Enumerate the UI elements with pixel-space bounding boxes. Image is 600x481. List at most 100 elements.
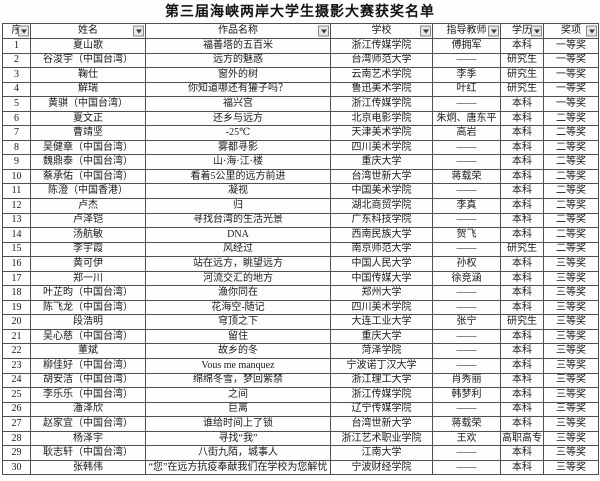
table-row: 24 胡安洁（中国台湾） 绵绵冬雪，梦回紫禁 浙江理工大学 肖秀丽 本科 三等奖 — [2, 372, 599, 389]
page-title: 第三届海峡两岸大学生摄影大赛获奖名单 — [165, 5, 435, 20]
table-header: 序 姓名 作品名称 学校 指导教师 学历 奖项 — [2, 23, 599, 39]
table-cell-seq: 12 — [2, 198, 31, 214]
table-cell-work: 巨离 — [145, 401, 331, 418]
table-cell-work: 山·海·江·楼 — [145, 154, 331, 170]
table-cell-award: 二等奖 — [543, 198, 599, 214]
filter-dropdown-arrow-icon[interactable] — [488, 25, 499, 37]
column-header-label: 学校 — [371, 25, 392, 36]
table-cell-degree: 本科 — [500, 416, 544, 432]
table-cell-award: 一等奖 — [543, 67, 599, 83]
table-cell-name: 卢杰 — [30, 198, 146, 214]
table-cell-school: 北京电影学院 — [330, 110, 433, 127]
table-cell-name: 杨泽宇 — [30, 430, 146, 447]
table-cell-work: -25℃ — [145, 125, 331, 141]
column-header-label: 奖项 — [561, 25, 581, 36]
table-cell-work: 凝视 — [145, 183, 331, 200]
table-cell-degree: 本科 — [500, 227, 544, 243]
table-cell-school: 台湾师范大学 — [330, 52, 433, 69]
table-cell-work: 风经过 — [145, 241, 331, 258]
table-cell-award: 一等奖 — [543, 81, 599, 98]
table-cell-name: 柳佳好（中国台湾） — [30, 358, 146, 374]
table-cell-name: 李宇霞 — [30, 241, 146, 258]
table-cell-degree: 本科 — [500, 154, 544, 170]
table-row: 14 汤航敏 DNA 西南民族大学 贺飞 本科 二等奖 — [2, 227, 599, 243]
table-cell-degree: 本科 — [500, 387, 544, 403]
table-cell-school: 浙江传媒学院 — [330, 38, 433, 54]
table-cell-work: 花海空-随记 — [145, 299, 331, 316]
filter-dropdown-arrow-icon[interactable] — [531, 25, 542, 37]
table-cell-degree: 本科 — [500, 285, 544, 301]
column-header-school: 学校 — [330, 23, 433, 39]
table-cell-name: 汤航敏 — [30, 227, 146, 243]
table-cell-name: 曹靖坚 — [30, 125, 146, 141]
table-cell-advisor: —— — [432, 285, 501, 301]
table-cell-award: 二等奖 — [543, 125, 599, 141]
table-cell-award: 二等奖 — [543, 139, 599, 156]
table-cell-seq: 9 — [2, 154, 31, 170]
table-row: 16 黄可伊 站在远方，眺望远方 中国人民大学 孙权 本科 三等奖 — [2, 256, 599, 272]
table-cell-award: 一等奖 — [543, 96, 599, 112]
table-cell-school: 湖北商贸学院 — [330, 198, 433, 214]
table-cell-seq: 27 — [2, 416, 31, 432]
filter-dropdown-arrow-icon[interactable] — [586, 25, 597, 37]
table-cell-award: 三等奖 — [543, 430, 599, 447]
table-cell-work: 看着5公里的远方前进 — [145, 168, 331, 185]
column-header-award: 奖项 — [543, 23, 599, 39]
table-cell-name: 郑一川 — [30, 270, 146, 287]
table-cell-advisor: 蒋载荣 — [432, 416, 501, 432]
table-cell-work: 福兴宫 — [145, 96, 331, 112]
table-cell-advisor: 朱炯、唐东平 — [432, 110, 501, 127]
table-cell-award: 三等奖 — [543, 270, 599, 287]
table-row: 12 卢杰归湖北商贸学院 李真 本科 二等奖 — [2, 198, 599, 214]
table-cell-degree: 本科 — [500, 96, 544, 112]
table-cell-advisor: 叶红 — [432, 81, 501, 98]
table-cell-degree: 本科 — [500, 110, 544, 127]
table-cell-name: 耿志轩（中国台湾） — [30, 445, 146, 461]
table-cell-seq: 18 — [2, 285, 31, 301]
table-cell-name: 李乐乐（中国台湾） — [30, 387, 146, 403]
table-row: 28 杨泽宇 寻找“我” 浙江艺术职业学院 王欢 高职高专 三等奖 — [2, 430, 599, 447]
table-cell-degree: 本科 — [500, 125, 544, 141]
table-cell-advisor: 傅拥军 — [432, 38, 501, 54]
table-cell-award: 二等奖 — [543, 168, 599, 185]
filter-dropdown-arrow-icon[interactable] — [18, 25, 29, 37]
filter-dropdown-arrow-icon[interactable] — [318, 25, 329, 37]
filter-dropdown-arrow-icon[interactable] — [420, 25, 431, 37]
table-cell-seq: 1 — [2, 38, 31, 54]
table-cell-school: 浙江理工大学 — [330, 372, 433, 389]
table-cell-work: 寻找“我” — [145, 430, 331, 447]
table-cell-degree: 研究生 — [500, 241, 544, 258]
table-cell-advisor: —— — [432, 459, 501, 476]
table-cell-work: 站在远方，眺望远方 — [145, 256, 331, 272]
table-cell-degree: 本科 — [500, 183, 544, 200]
table-cell-advisor: 李真 — [432, 198, 501, 214]
table-cell-award: 三等奖 — [543, 358, 599, 374]
table-row: 19 陈飞龙（中国台湾） 花海空-随记 四川美术学院 —— 本科 三等奖 — [2, 299, 599, 316]
table-cell-name: 谷浚宇（中国台湾） — [30, 52, 146, 69]
table-cell-degree: 本科 — [500, 445, 544, 461]
table-cell-award: 二等奖 — [543, 212, 599, 229]
table-cell-school: 大连工业大学 — [330, 314, 433, 330]
table-row: 17 郑一川 河流交汇的地方 中国传媒大学 徐竞涵 本科 三等奖 — [2, 270, 599, 287]
awards-table: 序姓名 作品名称 学校 指导教师 学历 奖项 1 夏山歌 福善塔的五百米 浙江传媒学院 傅拥军 本科… — [2, 23, 599, 476]
column-header-label: 作品名称 — [218, 25, 258, 36]
table-cell-school: 宁波诺丁汉大学 — [330, 358, 433, 374]
table-cell-degree: 本科 — [500, 168, 544, 185]
table-cell-seq: 5 — [2, 96, 31, 112]
filter-dropdown-arrow-icon[interactable] — [133, 25, 144, 37]
table-cell-seq: 22 — [2, 343, 31, 360]
table-cell-work: Vous me manquez — [145, 358, 331, 374]
table-cell-seq: 26 — [2, 401, 31, 418]
table-row: 26 潘泽欣 巨离 辽宁传媒学院 —— 本科 三等奖 — [2, 401, 599, 418]
table-cell-advisor: —— — [432, 358, 501, 374]
table-cell-work: 绵绵冬雪，梦回紫禁 — [145, 372, 331, 389]
table-cell-name: 吴心慈（中国台湾） — [30, 328, 146, 345]
table-row: 15 李宇霞 风经过 南京师范大学 —— 研究生 二等奖 — [2, 241, 599, 258]
table-cell-school: 鲁迅美术学院 — [330, 81, 433, 98]
table-cell-seq: 15 — [2, 241, 31, 258]
table-cell-work: 之间 — [145, 387, 331, 403]
table-cell-award: 三等奖 — [543, 372, 599, 389]
table-cell-name: 董斌 — [30, 343, 146, 360]
column-header-name: 姓名 — [30, 23, 146, 39]
